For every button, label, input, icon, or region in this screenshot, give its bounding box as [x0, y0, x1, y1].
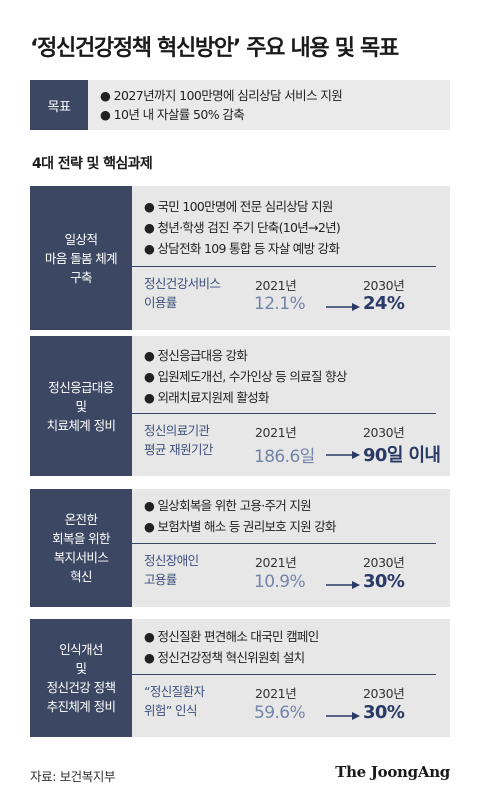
- goal-item: ● 10년 내 자살률 50% 감축: [100, 107, 245, 122]
- metric-label-line: 정신건강서비스: [144, 276, 221, 291]
- arrow-right-icon: [326, 451, 360, 459]
- strategy-item: ● 정신응급대응 강화: [144, 348, 248, 363]
- strategy-label-line: 인식개선: [59, 642, 103, 657]
- strategy-label-line: 추진체계 정비: [46, 699, 116, 714]
- strategy-items: ● 정신응급대응 강화 ● 입원제도개선, 수가인상 등 의료질 향상 ● 외래…: [144, 345, 347, 408]
- strategy-label-line: 마음 돌봄 체계: [44, 250, 118, 266]
- strategy-item: ● 상담전화 109 통합 등 자살 예방 강화: [144, 241, 340, 256]
- metric-label-line: 정신의료기관: [144, 423, 210, 438]
- value-from: 186.6일: [254, 447, 315, 467]
- strategy-label-line: 온전한: [64, 512, 98, 527]
- strategy-item: ● 정신건강정책 혁신위원회 설치: [144, 650, 305, 665]
- strategy-card-1: 일상적 마음 돌봄 체계 구축 ● 국민 100만명에 전문 심리상담 지원 ●…: [30, 186, 450, 330]
- strategy-card-3: 온전한 회복을 위한 복지서비스 혁신 ● 일상회복을 위한 고용·주거 지원 …: [30, 489, 450, 607]
- divider: [132, 674, 436, 675]
- metric-label: 정신의료기관 평균 재원기간: [144, 421, 213, 459]
- divider: [132, 543, 436, 544]
- divider: [132, 413, 436, 414]
- metric-label: “정신질환자 위험” 인식: [144, 682, 205, 720]
- value-to: 30%: [363, 571, 405, 592]
- section-title: 4대 전략 및 핵심과제: [32, 156, 153, 172]
- year-from: 2021년: [255, 278, 297, 293]
- strategy-item: ● 일상회복을 위한 고용·주거 지원: [144, 498, 312, 513]
- publisher-logo: The JoongAng: [335, 763, 450, 781]
- metric-label: 정신건강서비스 이용률: [144, 274, 221, 312]
- year-to: 2030년: [363, 686, 405, 701]
- goal-box: 목표 ● 2027년까지 100만명에 심리상담 서비스 지원 ● 10년 내 …: [30, 80, 450, 130]
- metric-label-line: 이용률: [144, 295, 177, 310]
- metric-label-line: “정신질환자: [144, 684, 205, 699]
- strategy-label: 정신응급대응 및 치료체계 정비: [30, 336, 132, 476]
- source-note: 자료: 보건복지부: [30, 769, 116, 784]
- strategy-item: ● 국민 100만명에 전문 심리상담 지원: [144, 199, 333, 214]
- value-from: 12.1%: [254, 294, 306, 314]
- strategy-items: ● 일상회복을 위한 고용·주거 지원 ● 보험차별 해소 등 권리보호 지원 …: [144, 495, 337, 537]
- strategy-label: 인식개선 및 정신건강 정책 추진체계 정비: [30, 619, 132, 737]
- arrow-right-icon: [326, 712, 360, 720]
- strategy-card-2: 정신응급대응 및 치료체계 정비 ● 정신응급대응 강화 ● 입원제도개선, 수…: [30, 336, 450, 476]
- strategy-label-line: 회복을 위한: [52, 531, 110, 546]
- divider: [132, 266, 436, 267]
- strategy-items: ● 국민 100만명에 전문 심리상담 지원 ● 청년·학생 검진 주기 단축(…: [144, 196, 341, 259]
- year-to: 2030년: [363, 555, 405, 570]
- strategy-item: ● 보험차별 해소 등 권리보호 지원 강화: [144, 519, 337, 534]
- strategy-card-4: 인식개선 및 정신건강 정책 추진체계 정비 ● 정신질환 편견해소 대국민 캠…: [30, 619, 450, 737]
- strategy-label-line: 구축: [70, 269, 92, 285]
- arrow-right-icon: [326, 581, 360, 589]
- strategy-item: ● 입원제도개선, 수가인상 등 의료질 향상: [144, 369, 347, 384]
- strategy-label: 온전한 회복을 위한 복지서비스 혁신: [30, 489, 132, 607]
- year-from: 2021년: [255, 555, 297, 570]
- value-to: 24%: [363, 293, 405, 314]
- value-to: 90일 이내: [363, 445, 441, 466]
- strategy-label-line: 정신건강 정책: [46, 680, 116, 695]
- year-from: 2021년: [255, 686, 297, 701]
- page-title: ‘정신건강정책 혁신방안’ 주요 내용 및 목표: [30, 36, 399, 61]
- strategy-label-line: 및: [75, 398, 88, 414]
- strategy-item: ● 외래치료지원제 활성화: [144, 390, 269, 405]
- metric-label-line: 위험” 인식: [144, 703, 197, 718]
- metric-label-line: 평균 재원기간: [144, 442, 213, 457]
- strategy-item: ● 정신질환 편견해소 대국민 캠페인: [144, 629, 319, 644]
- strategy-items: ● 정신질환 편견해소 대국민 캠페인 ● 정신건강정책 혁신위원회 설치: [144, 626, 319, 668]
- goal-item: ● 2027년까지 100만명에 심리상담 서비스 지원: [100, 88, 343, 103]
- strategy-item: ● 청년·학생 검진 주기 단축(10년→2년): [144, 220, 341, 235]
- strategy-label-line: 정신응급대응: [48, 379, 114, 395]
- year-to: 2030년: [363, 425, 405, 440]
- arrow-right-icon: [326, 303, 360, 311]
- value-to: 30%: [363, 702, 405, 723]
- year-to: 2030년: [363, 278, 405, 293]
- metric-label: 정신장애인 고용률: [144, 551, 199, 589]
- value-from: 59.6%: [254, 703, 306, 723]
- value-from: 10.9%: [254, 572, 306, 592]
- strategy-label: 일상적 마음 돌봄 체계 구축: [30, 186, 132, 330]
- strategy-label-line: 및: [75, 661, 88, 676]
- strategy-label-line: 혁신: [70, 569, 92, 584]
- strategy-label-line: 복지서비스: [53, 550, 109, 565]
- goal-label: 목표: [30, 80, 88, 130]
- goal-list: ● 2027년까지 100만명에 심리상담 서비스 지원 ● 10년 내 자살률…: [88, 80, 343, 130]
- metric-label-line: 고용률: [144, 572, 177, 587]
- strategy-label-line: 치료체계 정비: [46, 417, 116, 433]
- strategy-label-line: 일상적: [64, 231, 98, 247]
- metric-label-line: 정신장애인: [144, 553, 199, 568]
- year-from: 2021년: [255, 425, 297, 440]
